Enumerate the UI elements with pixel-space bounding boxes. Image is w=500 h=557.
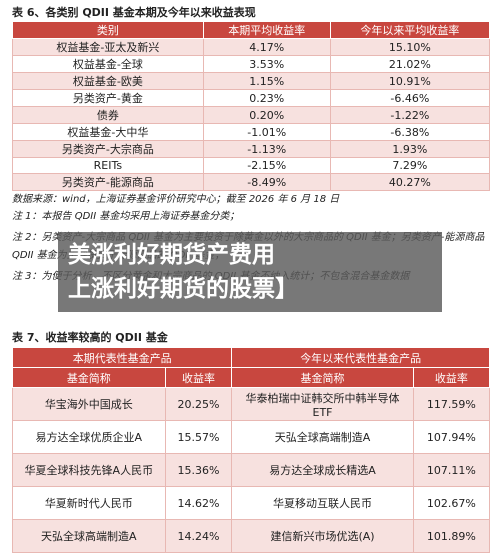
table-row: 权益基金-全球 3.53% 21.02% (12, 55, 491, 73)
header-cell: 收益率 (412, 367, 491, 388)
table-row: 另类资产-大宗商品 -1.13% 1.93% (12, 140, 491, 158)
overlay-line: 上涨利好期货的股票】 (68, 276, 298, 302)
table-row: 权益基金-亚太及新兴 4.17% 15.10% (12, 38, 491, 56)
header-cell: 今年以来平均收益率 (329, 21, 491, 39)
table-cell: 易方达全球优质企业A (12, 420, 166, 454)
table-cell: 华夏新时代人民币 (12, 486, 166, 520)
table-title: 表 7、收益率较高的 QDII 基金 (12, 331, 168, 344)
group-header-cell: 今年以来代表性基金产品 (231, 347, 490, 368)
table-cell: -1.13% (202, 140, 331, 158)
table-cell: 另类资产-能源商品 (12, 173, 204, 191)
table-cell: 0.20% (202, 106, 331, 124)
table-cell: 117.59% (412, 387, 491, 421)
note: 注 1：本报告 QDII 基金均采用上海证券基金分类； (12, 211, 240, 222)
table-cell: 1.93% (329, 140, 491, 158)
table-cell: 101.89% (412, 519, 491, 553)
table-cell: 0.23% (202, 89, 331, 107)
header-row: 基金简称 收益率 基金简称 收益率 (12, 367, 491, 388)
table-cell: 107.11% (412, 453, 491, 487)
header-cell: 本期平均收益率 (202, 21, 331, 39)
table-cell: 权益基金-亚太及新兴 (12, 38, 204, 56)
table: 类别 本期平均收益率 今年以来平均收益率 权益基金-亚太及新兴 4.17% 15.10% 权… (12, 21, 491, 191)
table-row: 权益基金-欧美 1.15% 10.91% (12, 72, 491, 90)
table-row: REITs -2.15% 7.29% (12, 157, 491, 174)
table-cell: -2.15% (202, 157, 331, 174)
overlay-line: 美涨利好期货产费用 (68, 242, 275, 268)
table-cell: 15.36% (164, 453, 233, 487)
table-cell: 10.91% (329, 72, 491, 90)
table-title: 表 6、各类别 QDII 基金本期及今年以来收益表现 (12, 6, 256, 19)
table-row: 华宝海外中国成长 20.25% 华泰柏瑞中证韩交所中韩半导体ETF 117.59% (12, 387, 491, 421)
table-cell: 权益基金-大中华 (12, 123, 204, 141)
table-cell: 15.57% (164, 420, 233, 454)
table-cell: -6.46% (329, 89, 491, 107)
table-row: 易方达全球优质企业A 15.57% 天弘全球高端制造A 107.94% (12, 420, 491, 454)
table-row: 另类资产-黄金 0.23% -6.46% (12, 89, 491, 107)
group-header-cell: 本期代表性基金产品 (11, 347, 233, 368)
header-cell: 基金简称 (12, 367, 166, 388)
table-row: 天弘全球高端制造A 14.24% 建信新兴市场优选(A) 101.89% (12, 519, 491, 553)
table-cell: -6.38% (329, 123, 491, 141)
table-cell: -1.01% (202, 123, 331, 141)
table-row: 华夏新时代人民币 14.62% 华夏移动互联人民币 102.67% (12, 486, 491, 520)
table-cell: 另类资产-黄金 (12, 89, 204, 107)
table-cell: -8.49% (202, 173, 331, 191)
table-cell: 107.94% (412, 420, 491, 454)
table-cell: 15.10% (329, 38, 491, 56)
group-header-row: 本期代表性基金产品 今年以来代表性基金产品 (11, 347, 490, 368)
header-cell: 收益率 (164, 367, 233, 388)
header-row: 类别 本期平均收益率 今年以来平均收益率 (12, 21, 491, 39)
table-cell: 权益基金-全球 (12, 55, 204, 73)
table-cell: 天弘全球高端制造A (12, 519, 166, 553)
table-row: 华夏全球科技先锋A人民币 15.36% 易方达全球成长精选A 107.11% (12, 453, 491, 487)
table-cell: 40.27% (329, 173, 491, 191)
table-cell: REITs (12, 157, 204, 174)
table-cell: 20.25% (164, 387, 233, 421)
table-cell: 14.62% (164, 486, 233, 520)
table-cell: 4.17% (202, 38, 331, 56)
table-cell: 华宝海外中国成长 (12, 387, 166, 421)
table-cell: 华泰柏瑞中证韩交所中韩半导体ETF (231, 387, 414, 421)
table-row: 权益基金-大中华 -1.01% -6.38% (12, 123, 491, 141)
table-cell: 天弘全球高端制造A (231, 420, 414, 454)
header-cell: 基金简称 (231, 367, 414, 388)
table-cell: 建信新兴市场优选(A) (231, 519, 414, 553)
table-cell: 权益基金-欧美 (12, 72, 204, 90)
table-cell: 21.02% (329, 55, 491, 73)
table-row: 债券 0.20% -1.22% (12, 106, 491, 124)
table-cell: 3.53% (202, 55, 331, 73)
table: 本期代表性基金产品 今年以来代表性基金产品 基金简称 收益率 基金简称 收益率 华宝海外中国… (11, 347, 491, 553)
table-cell: 债券 (12, 106, 204, 124)
table-cell: 1.15% (202, 72, 331, 90)
table-cell: 华夏全球科技先锋A人民币 (12, 453, 166, 487)
source-note: 数据来源：wind，上海证券基金评价研究中心；截至 2026 年 6 月 18 … (12, 194, 340, 205)
table-cell: 7.29% (329, 157, 491, 174)
header-cell: 类别 (12, 21, 204, 39)
table-cell: 102.67% (412, 486, 491, 520)
table-cell: 另类资产-大宗商品 (12, 140, 204, 158)
overlay-banner: 美涨利好期货产费用 上涨利好期货的股票】 (58, 232, 442, 312)
table-cell: 华夏移动互联人民币 (231, 486, 414, 520)
table-cell: -1.22% (329, 106, 491, 124)
table-cell: 14.24% (164, 519, 233, 553)
table-row: 另类资产-能源商品 -8.49% 40.27% (12, 173, 491, 191)
table-cell: 易方达全球成长精选A (231, 453, 414, 487)
